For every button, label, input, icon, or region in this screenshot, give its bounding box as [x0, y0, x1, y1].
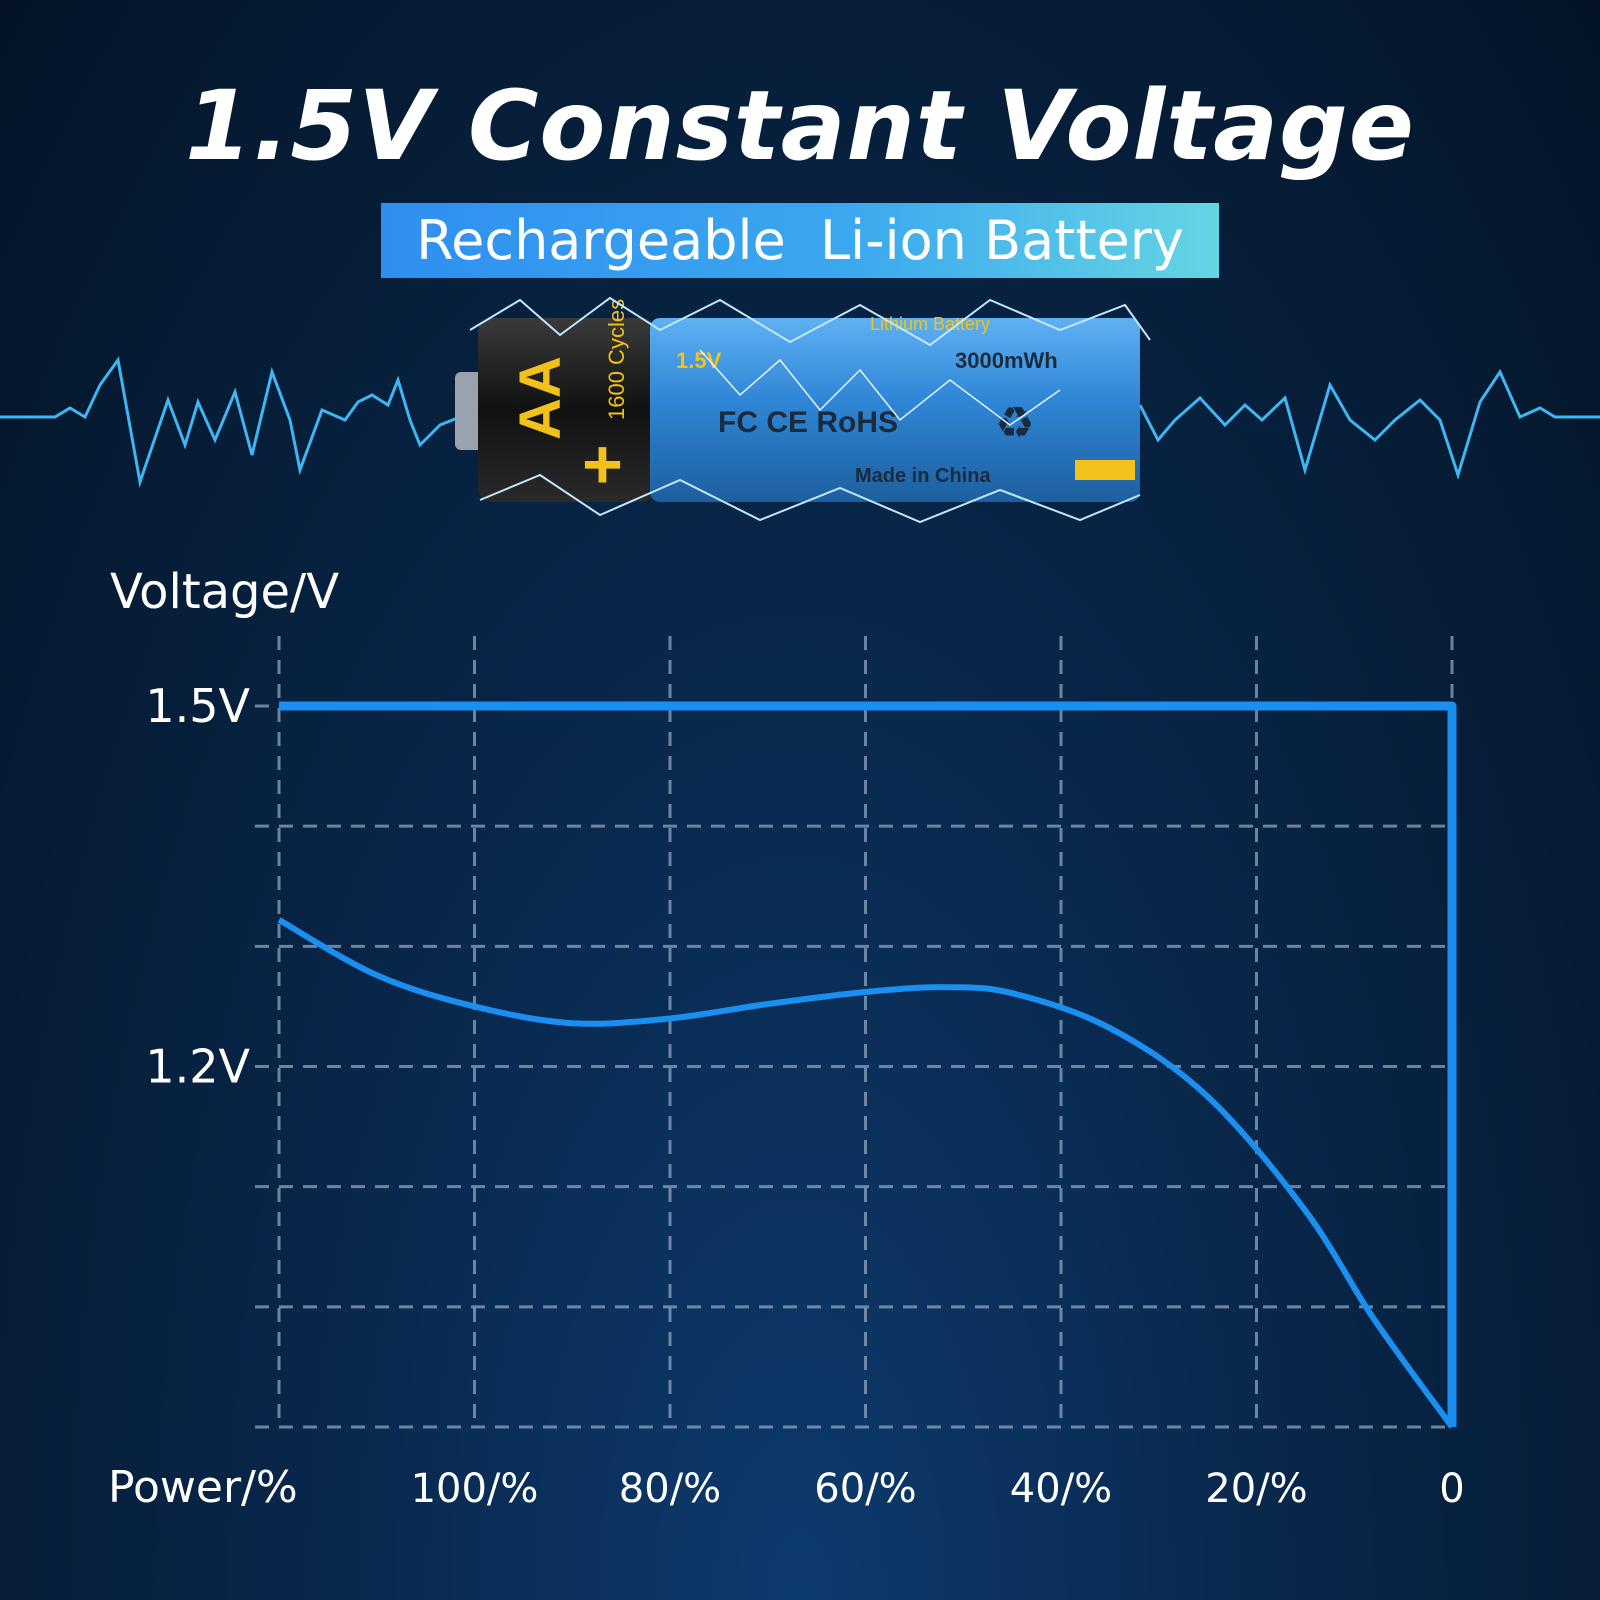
subtitle-banner: Rechargeable Li-ion Battery — [381, 203, 1219, 278]
battery-terminal — [455, 372, 485, 450]
battery-certifications: FC CE RoHS — [718, 406, 898, 439]
chart-series — [277, 701, 1457, 1429]
spark-decoration — [479, 473, 1141, 524]
battery-origin-label: Made in China — [855, 465, 991, 487]
battery-type-label: Lithium Battery — [870, 314, 990, 334]
recycle-icon: ♻ — [995, 398, 1034, 449]
series-line-discharge — [277, 917, 1455, 1429]
series-line-constant — [279, 701, 1457, 1427]
battery-cap — [478, 318, 656, 502]
subtitle-text: Rechargeable Li-ion Battery — [416, 209, 1184, 272]
battery-voltage-label: 1.5V — [676, 348, 722, 373]
chart-grid — [255, 636, 1454, 1429]
battery-plus-icon: + — [582, 425, 623, 503]
x-tick-label: 100/% — [411, 1466, 539, 1512]
chart-labels: Voltage/V 1.5V 1.2V Power/% 100/% 80/% 60/% 40/… — [108, 564, 1465, 1513]
y-tick-label: 1.5V — [145, 679, 250, 733]
spark-decoration — [469, 296, 1151, 347]
x-tick-label: 80/% — [619, 1466, 721, 1512]
spark-decoration — [699, 349, 1061, 426]
x-tick-label: 60/% — [814, 1466, 916, 1512]
x-tick-label: 40/% — [1010, 1466, 1112, 1512]
x-tick-label: 0 — [1439, 1466, 1464, 1512]
battery-stripe — [1075, 460, 1135, 480]
y-axis-title: Voltage/V — [110, 564, 339, 620]
voltage-wave-right — [1138, 368, 1600, 481]
battery-illustration: AA 1600 Cycles + 1.5V Lithium Battery 30… — [455, 296, 1151, 524]
y-tick-label: 1.2V — [145, 1040, 250, 1094]
battery-body — [650, 318, 1140, 502]
battery-cycles-label: 1600 Cycles — [604, 299, 629, 420]
voltage-wave-left — [0, 356, 461, 488]
x-tick-label: 20/% — [1205, 1466, 1307, 1512]
page-title: 1.5V Constant Voltage — [185, 70, 1415, 182]
battery-capacity-label: 3000mWh — [955, 348, 1058, 373]
x-axis-title: Power/% — [108, 1462, 298, 1513]
battery-size-label: AA — [508, 356, 573, 440]
